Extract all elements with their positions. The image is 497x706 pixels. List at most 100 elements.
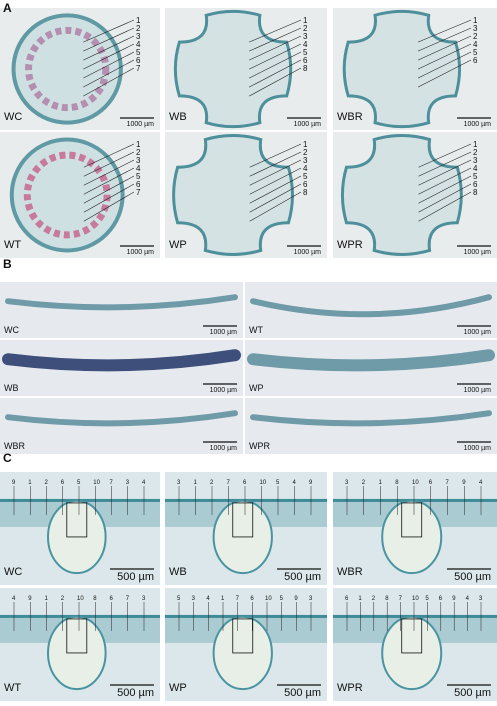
scale-label: 500 µm — [284, 571, 321, 583]
vascular-box — [232, 502, 254, 538]
annotation-number: 5 — [136, 172, 141, 181]
annotation-number: 1 — [303, 140, 308, 149]
annotation-number: 3 — [136, 32, 141, 41]
leader-line — [249, 59, 302, 88]
annotation-number: 1 — [28, 480, 32, 486]
annotation-number: 1 — [45, 596, 49, 602]
leader-line — [83, 59, 135, 88]
annotation-number: 8 — [303, 188, 308, 197]
annotation-number: 9 — [12, 480, 16, 486]
annotation-number: 1 — [221, 596, 225, 602]
annotation-number: 5 — [276, 480, 280, 486]
annotation-number: 5 — [473, 48, 478, 57]
leader-line — [417, 51, 472, 79]
stem-section — [173, 9, 293, 129]
annotation-number: 2 — [372, 596, 376, 602]
image-label: WT — [249, 325, 263, 335]
annotation-number: 4 — [12, 596, 16, 602]
vascular-box — [66, 502, 88, 538]
vascular-ring — [23, 151, 111, 239]
annotation-number: 2 — [136, 148, 141, 157]
annotation-number: 6 — [303, 56, 308, 65]
vascular-box — [232, 618, 254, 654]
annotation-number: 2 — [210, 480, 214, 486]
annotation-number: 6 — [243, 480, 247, 486]
annotation-number: 2 — [136, 24, 141, 33]
annotation-number: 6 — [429, 480, 433, 486]
leader-line — [249, 67, 302, 97]
annotation-number: 8 — [473, 188, 478, 197]
leader-line — [418, 183, 472, 213]
annotation-number: 3 — [136, 156, 141, 165]
leader-line — [418, 143, 472, 168]
annotation-number: 6 — [61, 480, 65, 486]
leader-line — [249, 27, 302, 52]
leader-line — [83, 143, 135, 168]
leader-line — [83, 183, 135, 213]
image-label: WPR — [249, 441, 270, 451]
image-label: WPR — [337, 682, 363, 694]
annotation-number: 2 — [362, 480, 366, 486]
annotation-number: 7 — [446, 480, 450, 486]
vascular-box — [401, 618, 423, 654]
annotation-number: 7 — [136, 64, 141, 73]
image-label: WT — [4, 682, 21, 694]
annotation-number: 5 — [77, 480, 81, 486]
leader-line — [249, 175, 302, 204]
annotation-number: 8 — [395, 480, 399, 486]
annotation-number: 4 — [303, 164, 308, 173]
annotation-number: 8 — [385, 596, 389, 602]
leader-line — [83, 151, 135, 177]
annotation-number: 10 — [265, 596, 272, 602]
annotation-number: 5 — [136, 48, 141, 57]
scale-label: 1000 µm — [464, 121, 492, 128]
annotation-number: 3 — [479, 596, 483, 602]
image-label: WBR — [337, 566, 363, 578]
leader-line — [249, 143, 302, 168]
scale-label: 1000 µm — [210, 387, 238, 394]
annotation-number: 4 — [466, 596, 470, 602]
annotation-number: 2 — [45, 480, 49, 486]
annotation-number: 5 — [177, 596, 181, 602]
leader-line — [418, 175, 472, 204]
leader-line — [249, 167, 302, 195]
leader-line — [83, 67, 135, 97]
annotation-number: 3 — [345, 480, 349, 486]
image-label: WP — [169, 239, 187, 251]
annotation-number: 6 — [303, 180, 308, 189]
annotation-number: 5 — [425, 596, 429, 602]
annotation-number: 5 — [473, 172, 478, 181]
leader-line — [417, 43, 472, 70]
image-label: WBR — [4, 441, 25, 451]
image-label: WBR — [337, 111, 363, 123]
leader-line — [249, 159, 302, 186]
leader-line — [249, 35, 302, 61]
leader-line — [83, 175, 135, 204]
leaf-section — [247, 349, 495, 372]
image-label: WC — [4, 325, 19, 335]
scale-label: 1000 µm — [127, 249, 155, 256]
annotation-number: 9 — [309, 480, 313, 486]
image-label: WB — [169, 566, 187, 578]
annotation-number: 5 — [280, 596, 284, 602]
annotation-number: 3 — [303, 156, 308, 165]
annotation-number: 2 — [61, 596, 65, 602]
leader-line — [418, 191, 472, 222]
annotation-number: 9 — [452, 596, 456, 602]
annotation-number: 6 — [110, 596, 114, 602]
annotation-number: 8 — [303, 64, 308, 73]
vascular-box — [66, 618, 88, 654]
image-label: WB — [4, 383, 19, 393]
annotation-number: 4 — [142, 480, 146, 486]
annotation-number: 9 — [28, 596, 32, 602]
leader-line — [418, 151, 472, 177]
leader-line — [418, 159, 472, 186]
scale-label: 1000 µm — [210, 329, 238, 336]
annotation-number: 4 — [206, 596, 210, 602]
annotation-number: 6 — [473, 180, 478, 189]
leader-line — [83, 51, 135, 79]
annotation-number: 9 — [294, 596, 298, 602]
leader-line — [249, 183, 302, 213]
scale-label: 500 µm — [117, 687, 154, 699]
